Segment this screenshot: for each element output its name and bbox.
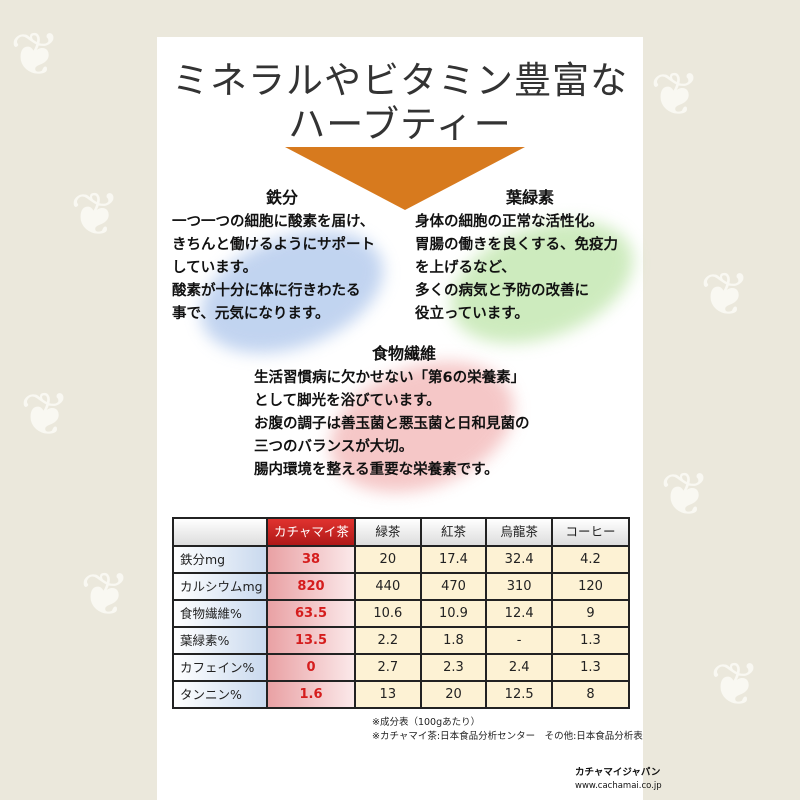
table-cell: 310: [487, 574, 551, 599]
table-header-row: カチャマイ茶 緑茶 紅茶 烏龍茶 コーヒー: [174, 519, 628, 545]
table-cell: 12.5: [487, 682, 551, 707]
leaf-icon: ❦: [700, 260, 751, 330]
table-cell: 470: [421, 574, 486, 599]
section-iron: 鉄分 一つ一つの細胞に酸素を届け、 きちんと働けるようにサポート しています。 …: [172, 187, 392, 326]
leaf-icon: ❦: [20, 380, 71, 450]
text-line: 生活習慣病に欠かせない「第6の栄養素」: [254, 370, 526, 386]
orange-triangle: [285, 147, 525, 210]
table-row: タンニン% 1.6 13 20 12.5 8: [174, 682, 628, 707]
text-line: 胃腸の働きを良くする、免疫力: [415, 237, 618, 253]
table-cell: 17.4: [421, 547, 486, 572]
table-cell: 63.5: [268, 601, 354, 626]
section-heading: 食物繊維: [371, 344, 436, 363]
website-url: www.cachamai.co.jp: [575, 781, 662, 791]
text-line: お腹の調子は善玉菌と悪玉菌と日和見菌の: [254, 416, 530, 432]
table-cell: 10.9: [421, 601, 486, 626]
title-line-2: ハーブティー: [288, 103, 512, 146]
table-cell: 440: [356, 574, 420, 599]
text-line: を上げるなど、: [415, 260, 516, 276]
leaf-icon: ❦: [10, 20, 61, 90]
text-line: しています。: [172, 260, 258, 276]
table-cell: 1.8: [421, 628, 486, 653]
table-cell: 820: [268, 574, 354, 599]
header-cell: カチャマイ茶: [268, 519, 354, 545]
section-heading: 鉄分: [265, 188, 298, 207]
table-cell: 4.2: [553, 547, 628, 572]
row-label: カフェイン%: [174, 655, 266, 680]
text-line: 三つのバランスが大切。: [254, 439, 414, 455]
table-cell: 2.4: [487, 655, 551, 680]
row-label: 食物繊維%: [174, 601, 266, 626]
table-cell: 2.2: [356, 628, 420, 653]
row-label: カルシウムmg: [174, 574, 266, 599]
table-cell: 1.6: [268, 682, 354, 707]
leaf-icon: ❦: [650, 60, 701, 130]
table-cell: 38: [268, 547, 354, 572]
table-cell: 13.5: [268, 628, 354, 653]
table-cell: 120: [553, 574, 628, 599]
text-line: 腸内環境を整える重要な栄養素です。: [254, 462, 499, 478]
table-cell: 20: [421, 682, 486, 707]
table-cell: 1.3: [553, 655, 628, 680]
header-cell: 緑茶: [356, 519, 420, 545]
row-label: 鉄分mg: [174, 547, 266, 572]
text-line: 事で、元気になります。: [172, 306, 330, 322]
table-row: 鉄分mg 38 20 17.4 32.4 4.2: [174, 547, 628, 572]
section-heading: 葉緑素: [505, 188, 554, 207]
leaf-icon: ❦: [660, 460, 711, 530]
table-cell: 9: [553, 601, 628, 626]
text-line: きちんと働けるようにサポート: [172, 237, 375, 253]
text-line: 一つ一つの細胞に酸素を届け、: [172, 214, 375, 230]
table-cell: 13: [356, 682, 420, 707]
nutrition-table: カチャマイ茶 緑茶 紅茶 烏龍茶 コーヒー 鉄分mg 38 20 17.4 32.4 4.…: [172, 517, 630, 709]
table-cell: 1.3: [553, 628, 628, 653]
text-line: として脚光を浴びています。: [254, 393, 441, 409]
table-row: カルシウムmg 820 440 470 310 120: [174, 574, 628, 599]
title-line-1: ミネラルやビタミン豊富な: [172, 59, 628, 102]
table-cell: 0: [268, 655, 354, 680]
row-label: 葉緑素%: [174, 628, 266, 653]
leaf-icon: ❦: [710, 650, 761, 720]
header-cell: 紅茶: [421, 519, 486, 545]
header-cell: [174, 519, 266, 545]
table-cell: 10.6: [356, 601, 420, 626]
leaf-icon: ❦: [70, 180, 121, 250]
content-panel: ミネラルやビタミン豊富な ハーブティー 鉄分 一つ一つの細胞に酸素を届け、 きち…: [157, 37, 662, 800]
text-line: 多くの病気と予防の改善に: [415, 283, 589, 299]
header-cell: コーヒー: [553, 519, 628, 545]
header-cell: 烏龍茶: [487, 519, 551, 545]
table-cell: -: [487, 628, 551, 653]
text-line: 身体の細胞の正常な活性化。: [415, 214, 604, 230]
leaf-icon: ❦: [80, 560, 131, 630]
table-row: 葉緑素% 13.5 2.2 1.8-1.3: [174, 628, 628, 653]
section-chlorophyll: 葉緑素 身体の細胞の正常な活性化。 胃腸の働きを良くする、免疫力 を上げるなど、…: [415, 187, 645, 326]
note-2: ※カチャマイ茶:日本食品分析センター その他:日本食品分析表: [372, 731, 643, 742]
table-row: カフェイン% 0 2.7 2.3 2.4 1.3: [174, 655, 628, 680]
table-cell: 12.4: [487, 601, 551, 626]
table-row: 食物繊維% 63.5 10.6 10.9 12.4 9: [174, 601, 628, 626]
table-cell: 2.3: [421, 655, 486, 680]
table-cell: 8: [553, 682, 628, 707]
table-cell: 32.4: [487, 547, 551, 572]
section-fiber: 食物繊維 生活習慣病に欠かせない「第6の栄養素」 として脚光を浴びています。 お…: [254, 343, 554, 482]
text-line: 酸素が十分に体に行きわたる: [172, 283, 361, 299]
note-1: ※成分表（100gあたり）: [372, 717, 481, 728]
brand-name: カチャマイジャパン: [575, 767, 661, 778]
table-cell: 2.7: [356, 655, 420, 680]
table-cell: 20: [356, 547, 420, 572]
text-line: 役立っています。: [415, 306, 529, 322]
row-label: タンニン%: [174, 682, 266, 707]
